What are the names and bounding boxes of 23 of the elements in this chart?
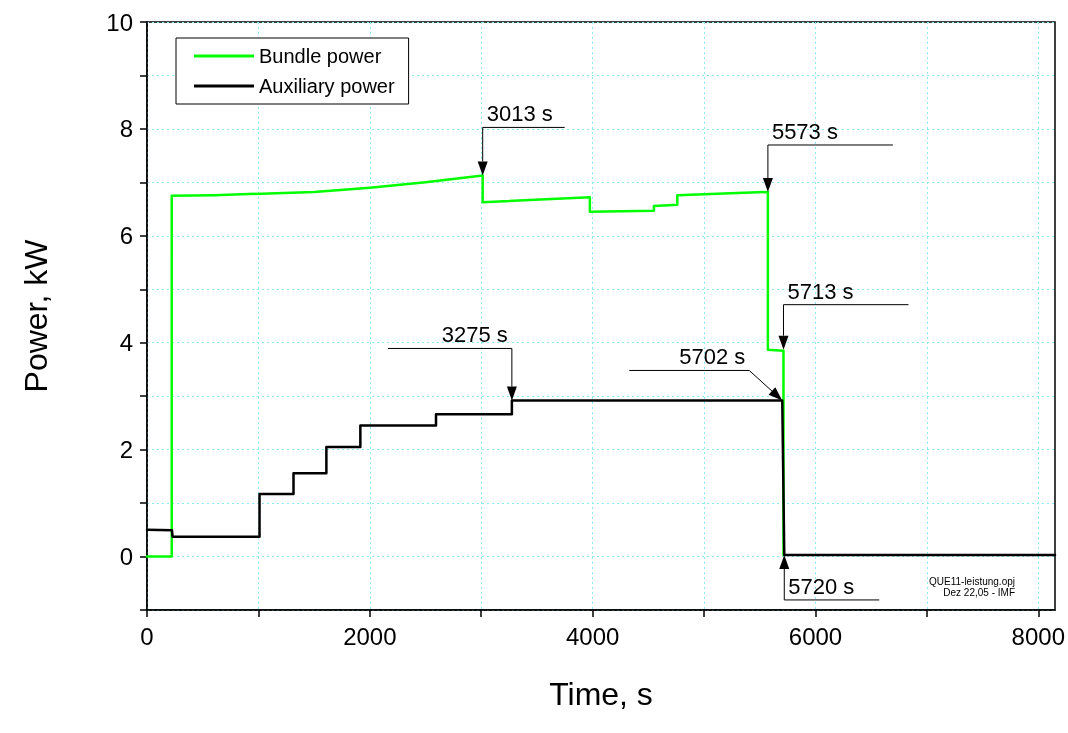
x-tick-label: 6000 [788, 622, 843, 650]
annotation: 3275 s [441, 322, 508, 348]
legend-label: Bundle power [259, 45, 382, 67]
annotation: 3013 s [486, 101, 553, 127]
annotation: 5573 s [771, 118, 838, 144]
x-axis-title: Time, s [549, 676, 653, 712]
annotation: QUE11-leistung.opj [929, 576, 1015, 587]
y-tick-label: 2 [119, 436, 133, 464]
y-tick-label: 4 [119, 329, 133, 357]
annotation: 5702 s [679, 344, 746, 370]
x-tick-label: 0 [140, 622, 154, 650]
y-tick-label: 0 [119, 543, 133, 571]
x-tick-label: 8000 [1011, 622, 1065, 650]
legend-label: Auxiliary power [259, 75, 395, 97]
y-axis-title: Power, kW [18, 238, 54, 393]
x-tick-label: 4000 [565, 622, 620, 650]
y-tick-label: 10 [106, 8, 133, 36]
annotation: 5713 s [787, 278, 854, 304]
annotation: 5720 s [788, 573, 855, 599]
y-tick-label: 8 [119, 115, 133, 143]
annotation: Dez 22,05 - IMF [943, 587, 1015, 598]
x-tick-label: 2000 [343, 622, 397, 650]
y-tick-label: 6 [119, 222, 133, 250]
